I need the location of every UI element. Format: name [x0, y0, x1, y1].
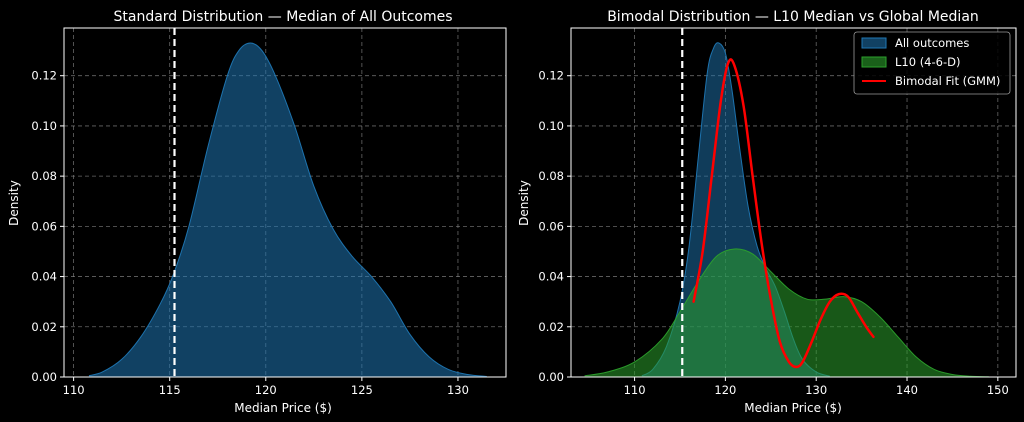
left-ticks: 110 115 120 125 130 0.00 0.02 0.04 0.06 0.08 0.10 0…: [31, 69, 469, 397]
right-axes: [570, 27, 1017, 378]
left-plot-frame: [63, 27, 507, 378]
legend-label-all-outcomes: All outcomes: [895, 36, 969, 50]
left-x-tick-label-0: 110: [63, 383, 85, 397]
left-y-tick-label-4: 0.08: [31, 169, 57, 183]
legend-box: [853, 31, 1011, 95]
right-density-areas: [584, 42, 989, 378]
right-series-l10-4-6-d-area: [584, 248, 989, 377]
right-plot-frame: [570, 27, 1017, 378]
right-y-axis-label: Density: [517, 180, 531, 226]
right-y-tick-label-2: 0.04: [538, 270, 564, 284]
left-y-tick-label-6: 0.12: [31, 69, 57, 83]
right-chart: Bimodal Distribution — L10 Median vs Glo…: [517, 9, 1017, 415]
left-density-areas: [88, 42, 487, 378]
left-y-tick-label-2: 0.04: [31, 270, 57, 284]
left-series-all-outcomes-outline: [88, 42, 487, 377]
legend-label-bimodal-fit: Bimodal Fit (GMM): [895, 74, 1000, 88]
right-y-tick-label-3: 0.06: [538, 219, 564, 233]
right-x-tick-label-2: 130: [805, 383, 827, 397]
left-series-all-outcomes-area: [88, 43, 487, 378]
right-x-tick-label-4: 150: [987, 383, 1009, 397]
left-chart-title: Standard Distribution — Median of All Ou…: [113, 9, 452, 25]
left-x-tick-label-2: 120: [255, 383, 277, 397]
right-x-tick-label-3: 140: [896, 383, 918, 397]
left-y-tick-label-3: 0.06: [31, 219, 57, 233]
left-x-tick-label-3: 125: [351, 383, 373, 397]
right-y-tick-label-6: 0.12: [538, 69, 564, 83]
left-x-axis-label: Median Price ($): [234, 401, 332, 415]
right-series-all-outcomes-area: [641, 42, 830, 378]
left-axes: [63, 27, 507, 378]
left-y-tick-label-0: 0.00: [31, 370, 57, 384]
left-y-tick-label-5: 0.10: [31, 119, 57, 133]
left-x-tick-label-4: 130: [447, 383, 469, 397]
right-y-tick-label-1: 0.02: [538, 320, 564, 334]
left-x-tick-label-1: 115: [159, 383, 181, 397]
right-x-tick-label-0: 110: [624, 383, 646, 397]
right-series-bimodal-fit-gmm-line: [692, 58, 875, 369]
left-chart: Standard Distribution — Median of All Ou…: [7, 9, 507, 415]
right-x-axis-label: Median Price ($): [744, 401, 842, 415]
right-ticks: 110 120 130 140 150 0.00 0.02 0.04 0.06 0.08 0.10 0…: [538, 69, 1008, 397]
right-series-l10-4-6-d-outline: [584, 248, 989, 378]
right-y-tick-label-4: 0.08: [538, 169, 564, 183]
left-y-tick-label-1: 0.02: [31, 320, 57, 334]
legend-swatch-all-outcomes: [861, 37, 887, 49]
right-x-tick-label-1: 120: [714, 383, 736, 397]
right-y-tick-label-5: 0.10: [538, 119, 564, 133]
right-y-tick-label-0: 0.00: [538, 370, 564, 384]
legend-swatch-l10: [861, 56, 887, 68]
legend-label-l10: L10 (4-6-D): [895, 55, 960, 69]
legend: All outcomes L10 (4-6-D) Bimodal Fit (GM…: [853, 31, 1011, 95]
right-chart-title: Bimodal Distribution — L10 Median vs Glo…: [607, 9, 979, 25]
left-y-axis-label: Density: [7, 180, 21, 226]
